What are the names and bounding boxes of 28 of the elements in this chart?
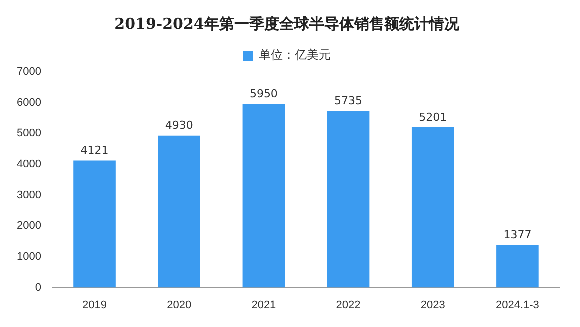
y-tick-label: 7000 <box>16 66 42 78</box>
data-label: 5950 <box>250 88 278 101</box>
y-tick-label: 3000 <box>16 189 42 202</box>
data-label: 4930 <box>165 119 194 132</box>
bar <box>412 127 454 288</box>
bar <box>74 160 116 288</box>
bar <box>242 104 286 288</box>
y-tick-label: 6000 <box>16 96 42 109</box>
y-tick-label: 5000 <box>16 128 42 140</box>
bar <box>327 111 370 288</box>
chart-title: 2019-2024年第一季度全球半导体销售额统计情况 <box>114 14 460 33</box>
x-tick-label: 2024.1-3 <box>496 299 540 312</box>
data-label: 1377 <box>504 228 532 242</box>
data-label: 4121 <box>80 144 109 158</box>
data-label: 5735 <box>334 94 363 108</box>
bar <box>158 136 200 288</box>
y-tick-label: 1000 <box>16 251 42 264</box>
y-tick-label: 2000 <box>16 220 42 232</box>
data-label: 5201 <box>419 110 448 124</box>
legend-label: 单位：亿美元 <box>259 48 331 62</box>
bar <box>496 245 539 288</box>
x-tick-label: 2019 <box>82 299 108 312</box>
x-tick-label: 2023 <box>420 299 446 312</box>
x-tick-label: 2022 <box>336 299 361 312</box>
y-tick-label: 0 <box>35 282 42 294</box>
x-tick-label: 2021 <box>252 299 276 312</box>
x-tick-label: 2020 <box>167 299 192 312</box>
y-tick-label: 4000 <box>16 158 42 171</box>
